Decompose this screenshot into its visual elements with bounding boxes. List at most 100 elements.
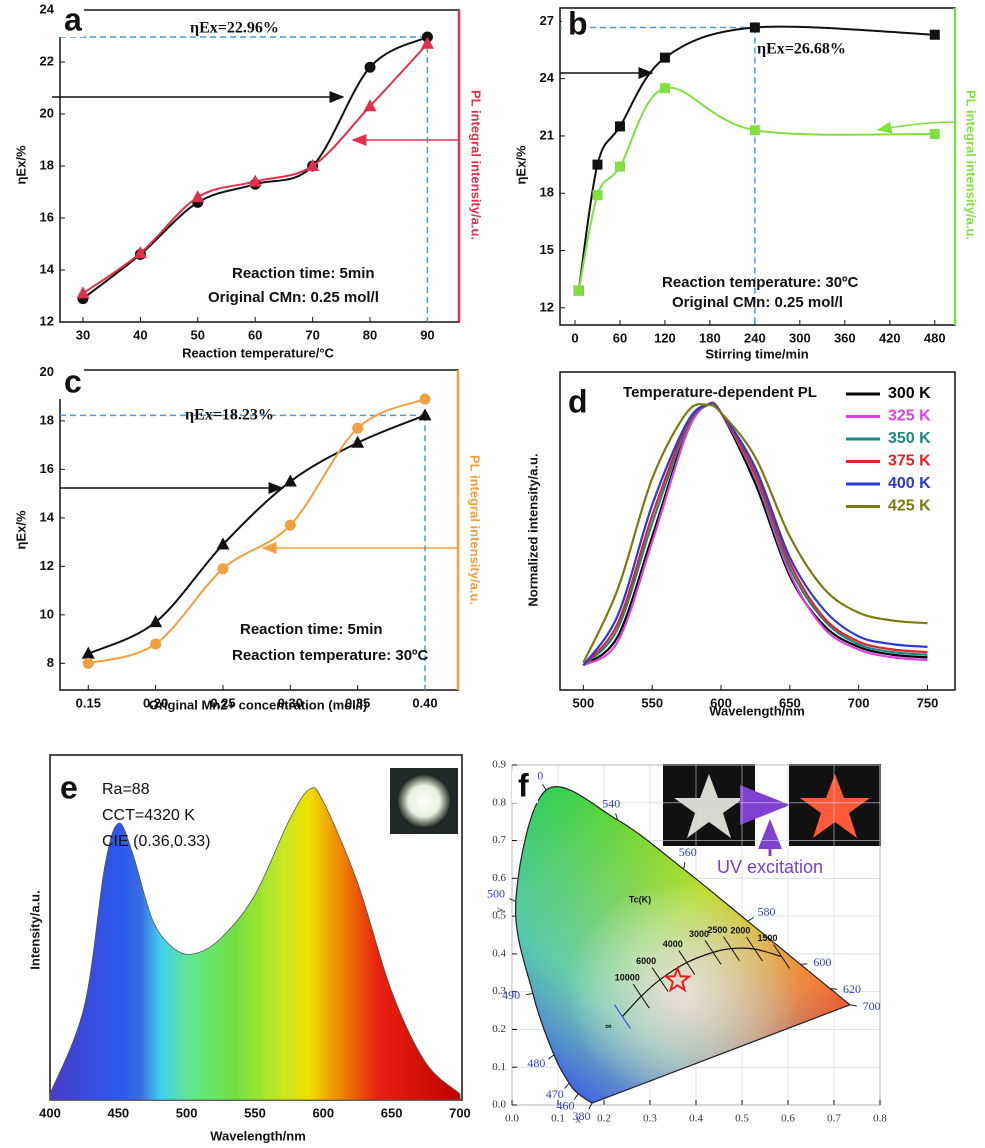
y-tick-label: 0.9 xyxy=(492,759,506,771)
spectrum-area xyxy=(49,787,461,1101)
marker xyxy=(81,646,95,659)
x-tick-label: 0.25 xyxy=(210,695,235,710)
planckian-label: 2000 xyxy=(730,925,750,935)
x-axis-label: Original Mn2+ concentration (mol/l) xyxy=(149,697,368,712)
series-line xyxy=(582,402,928,667)
arrow xyxy=(876,121,956,134)
star-photo xyxy=(674,774,744,838)
y-tick-label: 0.4 xyxy=(492,947,506,959)
marker xyxy=(191,190,205,203)
locus-tick xyxy=(541,783,547,791)
annotation: Original CMn: 0.25 mol/l xyxy=(672,294,843,311)
x-tick-label: 700 xyxy=(848,695,870,710)
marker xyxy=(614,121,625,132)
planckian-label: 2500 xyxy=(707,925,727,935)
marker xyxy=(217,563,229,575)
x-tick-label: 450 xyxy=(107,1105,129,1120)
planckian-locus xyxy=(621,947,782,1018)
panel-letter: b xyxy=(568,5,588,41)
panel: 0.0 0.1 0.2 0.3 0.4 0.5 0.6 0.7 0.8 0.0 0.1 0.2 0.3 0… xyxy=(487,759,887,1126)
y-tick-label: 0.1 xyxy=(492,1061,506,1073)
y-tick-label: 0.6 xyxy=(492,872,506,884)
x-tick-label: 0.6 xyxy=(781,1113,795,1125)
x-tick-label: 0.5 xyxy=(735,1113,749,1125)
sample-point xyxy=(663,965,692,993)
marker xyxy=(133,246,147,259)
y-tick-label: 0.0 xyxy=(492,1099,506,1111)
panel: PL integral intensity/a.u. 0 60 120 180 240 30… xyxy=(513,5,978,361)
y-tick-label: 22 xyxy=(40,53,54,68)
x-tick-label: 0.20 xyxy=(143,695,168,710)
panel-letter-bg xyxy=(512,771,538,803)
locus-tick xyxy=(525,993,533,996)
x-tick-label: 480 xyxy=(924,330,946,345)
locus-tick xyxy=(588,1102,593,1110)
plot-frame xyxy=(559,371,956,691)
right-axis-label: PL integral intensity/a.u. xyxy=(468,455,483,605)
x-tick-label: 600 xyxy=(710,695,732,710)
marker xyxy=(283,474,297,487)
marker xyxy=(749,22,760,33)
legend-label: 400 K xyxy=(888,475,931,492)
series-line xyxy=(82,43,429,295)
x-tick-label: 750 xyxy=(917,695,939,710)
lamp-glow xyxy=(398,775,450,827)
panel-letter: e xyxy=(60,769,78,805)
x-tick-label: 0.1 xyxy=(551,1113,565,1125)
panel-letter-bg xyxy=(54,773,80,805)
chart-title: Temperature-dependent PL xyxy=(623,384,817,401)
x-tick-label: 240 xyxy=(744,330,766,345)
x-tick-label: 550 xyxy=(244,1105,266,1120)
marker xyxy=(76,286,90,299)
planckian-label: ∞ xyxy=(605,1021,612,1031)
y-tick-label: 15 xyxy=(540,242,554,257)
x-tick-label: 500 xyxy=(573,695,595,710)
marker xyxy=(929,129,940,140)
panel-letter-bg xyxy=(58,367,84,399)
locus-label: 470 xyxy=(546,1087,564,1101)
x-tick-label: 0.35 xyxy=(345,695,370,710)
x-tick-label: 80 xyxy=(363,327,377,342)
panel: 500 550 600 650 700 750 Wavelength/nm Normalize… xyxy=(525,371,956,718)
x-tick-label: 0.3 xyxy=(643,1113,657,1125)
legend-label: 325 K xyxy=(888,408,931,425)
marker xyxy=(418,408,432,421)
marker xyxy=(659,83,670,94)
locus-tick xyxy=(509,898,516,903)
x-tick-label: 60 xyxy=(248,327,262,342)
marker xyxy=(749,125,760,136)
y-tick-label: 12 xyxy=(40,558,54,573)
locus-tick xyxy=(849,1004,857,1007)
marker xyxy=(216,537,230,550)
panel: PL integral intensity/a.u. 30 40 50 60 70 80 90… xyxy=(13,1,483,360)
annotation: Reaction time: 5min xyxy=(240,621,383,638)
series-line xyxy=(82,36,428,300)
isotherm xyxy=(651,967,669,992)
y-tick-label: 0.8 xyxy=(492,796,506,808)
x-axis-label: x xyxy=(575,1114,581,1126)
x-axis-label: Wavelength/nm xyxy=(210,1128,306,1143)
marker xyxy=(284,519,296,531)
marker xyxy=(420,36,434,49)
locus-label: 620 xyxy=(843,982,861,996)
locus-label: 500 xyxy=(487,886,505,900)
locus-tick xyxy=(564,1082,570,1089)
isotherm xyxy=(632,983,650,1009)
series-line xyxy=(582,403,928,664)
locus-label: 490 xyxy=(502,988,520,1002)
y-axis-label: Intensity/a.u. xyxy=(27,890,42,969)
annotation: CCT=4320 K xyxy=(102,807,195,824)
annotation: UV excitation xyxy=(717,857,823,877)
marker xyxy=(363,99,377,112)
panel-letter: f xyxy=(518,767,529,803)
y-tick-label: 0.7 xyxy=(492,834,506,846)
locus-tick xyxy=(548,1054,555,1060)
legend-label: 350 K xyxy=(888,430,931,447)
x-tick-label: 40 xyxy=(133,327,147,342)
legend-label: 425 K xyxy=(888,498,931,515)
locus-tick xyxy=(615,813,619,821)
x-tick-label: 90 xyxy=(420,327,434,342)
y-tick-label: 24 xyxy=(540,70,555,85)
x-tick-label: 700 xyxy=(449,1105,471,1120)
